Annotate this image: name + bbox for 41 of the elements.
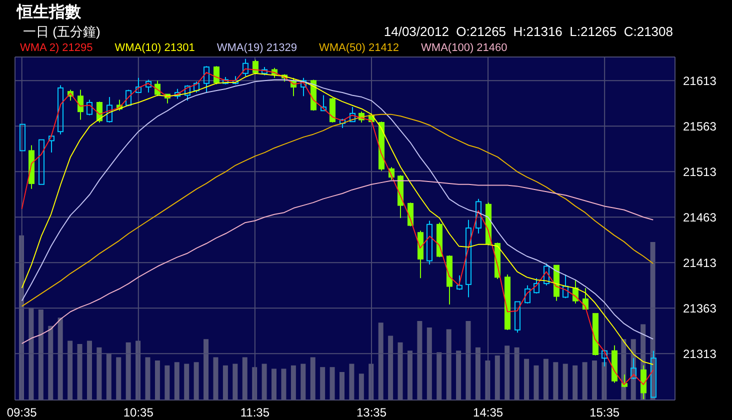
candlestick bbox=[78, 89, 84, 120]
chart-subtitle: 一日 (五分鐘) bbox=[23, 24, 100, 40]
y-tick-label: 21563 bbox=[683, 119, 717, 134]
line-series bbox=[21, 114, 654, 307]
candlestick bbox=[252, 59, 258, 75]
candlestick bbox=[320, 94, 326, 112]
chart-title: 恒生指數 bbox=[17, 3, 81, 22]
x-tick-label: 14:35 bbox=[473, 406, 504, 420]
candlestick bbox=[466, 219, 472, 298]
candlestick bbox=[48, 134, 54, 154]
text: WMA(10) 21301 bbox=[114, 42, 195, 55]
text: 14/03/2012 O:21265 H:21316 L:21265 C:21308 bbox=[384, 24, 673, 40]
text: WMA(19) 21329 bbox=[216, 42, 297, 55]
candlestick bbox=[300, 77, 306, 97]
candlestick bbox=[136, 77, 142, 93]
text: WMA 2) 21295 bbox=[20, 42, 93, 55]
y-tick-label: 21313 bbox=[683, 346, 717, 361]
y-tick-label: 21463 bbox=[683, 210, 717, 224]
candlestick bbox=[204, 66, 210, 93]
candlestick bbox=[562, 274, 568, 299]
candlestick bbox=[330, 97, 336, 124]
candlestick bbox=[456, 274, 462, 290]
candlestick bbox=[350, 106, 356, 122]
x-tick-label: 13:35 bbox=[356, 406, 387, 420]
candlestick bbox=[650, 350, 656, 398]
candlestick bbox=[622, 374, 628, 388]
x-tick-label: 09:35 bbox=[6, 406, 38, 420]
candlestick bbox=[214, 66, 220, 85]
y-tick-label: 21613 bbox=[683, 74, 717, 88]
y-tick-label: 21513 bbox=[683, 164, 717, 179]
y-tick-label: 21363 bbox=[683, 301, 717, 316]
y-tick-label: 21413 bbox=[683, 256, 717, 270]
x-tick-label: 11:35 bbox=[240, 406, 270, 420]
text: WMA(100) 21460 bbox=[421, 42, 508, 55]
text: WMA(50) 21412 bbox=[318, 42, 400, 55]
candlestick bbox=[146, 79, 152, 93]
candlestick bbox=[106, 96, 112, 124]
line-series bbox=[21, 180, 654, 344]
x-tick-label: 10:35 bbox=[123, 406, 154, 420]
candlestick bbox=[58, 84, 64, 135]
x-tick-label: 15:35 bbox=[590, 406, 620, 420]
